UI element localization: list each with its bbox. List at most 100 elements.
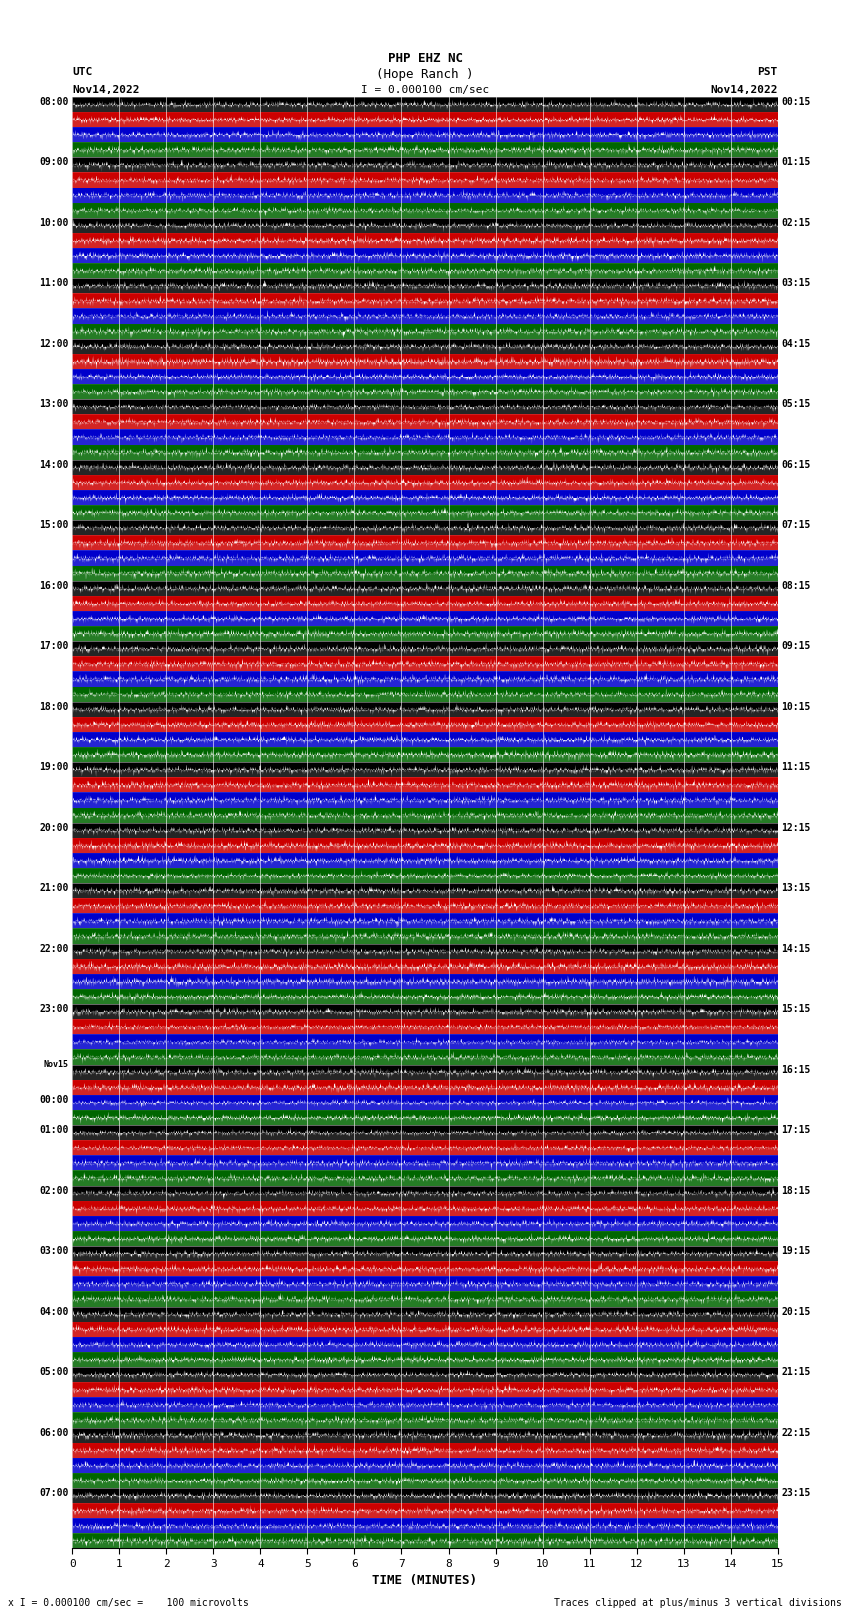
Text: UTC: UTC bbox=[72, 68, 93, 77]
Text: 08:15: 08:15 bbox=[781, 581, 811, 590]
X-axis label: TIME (MINUTES): TIME (MINUTES) bbox=[372, 1574, 478, 1587]
Text: 02:00: 02:00 bbox=[39, 1186, 69, 1195]
Bar bbox=[72, 823, 778, 837]
Bar bbox=[72, 279, 778, 294]
Text: 14:15: 14:15 bbox=[781, 944, 811, 953]
Bar bbox=[72, 1019, 778, 1034]
Bar bbox=[72, 853, 778, 868]
Bar bbox=[72, 158, 778, 173]
Bar bbox=[72, 415, 778, 429]
Text: Nov15: Nov15 bbox=[43, 1060, 69, 1069]
Bar bbox=[72, 429, 778, 445]
Bar bbox=[72, 716, 778, 732]
Bar bbox=[72, 626, 778, 642]
Bar bbox=[72, 1337, 778, 1352]
Text: 19:15: 19:15 bbox=[781, 1245, 811, 1257]
Bar bbox=[72, 1095, 778, 1110]
Text: 09:15: 09:15 bbox=[781, 642, 811, 652]
Bar bbox=[72, 400, 778, 415]
Bar bbox=[72, 294, 778, 308]
Text: 03:00: 03:00 bbox=[39, 1245, 69, 1257]
Bar bbox=[72, 1065, 778, 1079]
Bar bbox=[72, 339, 778, 353]
Text: 11:15: 11:15 bbox=[781, 763, 811, 773]
Text: 16:00: 16:00 bbox=[39, 581, 69, 590]
Bar bbox=[72, 519, 778, 536]
Bar bbox=[72, 1231, 778, 1245]
Bar bbox=[72, 1352, 778, 1368]
Text: 01:15: 01:15 bbox=[781, 158, 811, 168]
Bar bbox=[72, 958, 778, 974]
Text: 03:15: 03:15 bbox=[781, 279, 811, 289]
Bar bbox=[72, 808, 778, 823]
Text: 20:00: 20:00 bbox=[39, 823, 69, 832]
Text: x I = 0.000100 cm/sec =    100 microvolts: x I = 0.000100 cm/sec = 100 microvolts bbox=[8, 1598, 249, 1608]
Bar bbox=[72, 460, 778, 474]
Bar bbox=[72, 232, 778, 248]
Bar bbox=[72, 747, 778, 763]
Text: 17:00: 17:00 bbox=[39, 642, 69, 652]
Text: 18:15: 18:15 bbox=[781, 1186, 811, 1195]
Text: 14:00: 14:00 bbox=[39, 460, 69, 469]
Bar bbox=[72, 263, 778, 279]
Bar bbox=[72, 127, 778, 142]
Bar bbox=[72, 1397, 778, 1413]
Text: 21:15: 21:15 bbox=[781, 1368, 811, 1378]
Bar bbox=[72, 111, 778, 127]
Bar bbox=[72, 173, 778, 187]
Text: 01:00: 01:00 bbox=[39, 1126, 69, 1136]
Text: 00:15: 00:15 bbox=[781, 97, 811, 106]
Bar bbox=[72, 324, 778, 339]
Text: 15:15: 15:15 bbox=[781, 1003, 811, 1015]
Text: 06:00: 06:00 bbox=[39, 1428, 69, 1437]
Text: PST: PST bbox=[757, 68, 778, 77]
Text: 02:15: 02:15 bbox=[781, 218, 811, 227]
Bar bbox=[72, 1276, 778, 1292]
Bar bbox=[72, 1292, 778, 1307]
Bar bbox=[72, 1050, 778, 1065]
Bar bbox=[72, 187, 778, 203]
Bar bbox=[72, 1245, 778, 1261]
Text: 11:00: 11:00 bbox=[39, 279, 69, 289]
Bar bbox=[72, 248, 778, 263]
Text: 08:00: 08:00 bbox=[39, 97, 69, 106]
Bar bbox=[72, 505, 778, 521]
Bar bbox=[72, 868, 778, 884]
Bar bbox=[72, 1155, 778, 1171]
Bar bbox=[72, 989, 778, 1003]
Bar bbox=[72, 837, 778, 853]
Bar bbox=[72, 384, 778, 400]
Text: 19:00: 19:00 bbox=[39, 763, 69, 773]
Bar bbox=[72, 1003, 778, 1019]
Text: 22:15: 22:15 bbox=[781, 1428, 811, 1437]
Text: 16:15: 16:15 bbox=[781, 1065, 811, 1074]
Bar bbox=[72, 474, 778, 490]
Text: 05:00: 05:00 bbox=[39, 1368, 69, 1378]
Text: Nov14,2022: Nov14,2022 bbox=[72, 85, 139, 95]
Text: 22:00: 22:00 bbox=[39, 944, 69, 953]
Bar bbox=[72, 974, 778, 989]
Bar bbox=[72, 1413, 778, 1428]
Bar bbox=[72, 1487, 778, 1503]
Bar bbox=[72, 913, 778, 929]
Text: (Hope Ranch ): (Hope Ranch ) bbox=[377, 68, 473, 81]
Bar bbox=[72, 611, 778, 626]
Text: 13:15: 13:15 bbox=[781, 884, 811, 894]
Text: PHP EHZ NC: PHP EHZ NC bbox=[388, 52, 462, 65]
Bar bbox=[72, 536, 778, 550]
Bar bbox=[72, 1473, 778, 1487]
Bar bbox=[72, 1216, 778, 1231]
Text: 13:00: 13:00 bbox=[39, 400, 69, 410]
Text: Nov14,2022: Nov14,2022 bbox=[711, 85, 778, 95]
Text: 21:00: 21:00 bbox=[39, 884, 69, 894]
Bar bbox=[72, 1186, 778, 1200]
Text: 10:15: 10:15 bbox=[781, 702, 811, 711]
Bar bbox=[72, 944, 778, 958]
Text: 12:00: 12:00 bbox=[39, 339, 69, 348]
Bar bbox=[72, 687, 778, 702]
Bar bbox=[72, 218, 778, 232]
Text: 07:15: 07:15 bbox=[781, 521, 811, 531]
Bar bbox=[72, 353, 778, 369]
Bar bbox=[72, 581, 778, 595]
Text: 23:00: 23:00 bbox=[39, 1003, 69, 1015]
